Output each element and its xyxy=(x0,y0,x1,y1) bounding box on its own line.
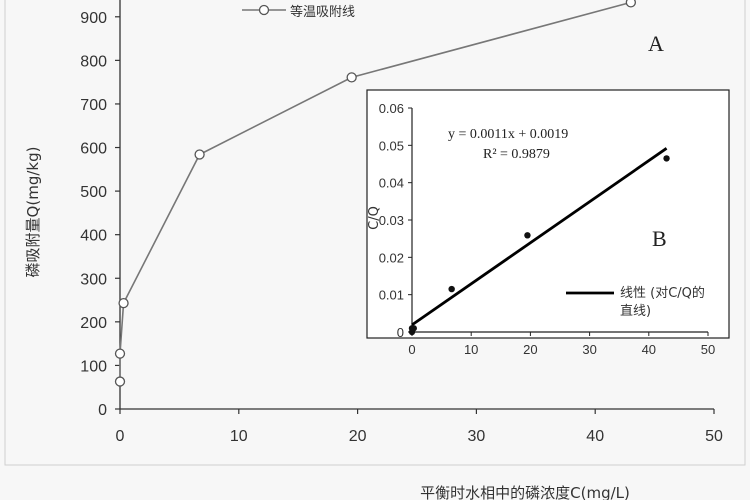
main-x-tick-label: 20 xyxy=(349,428,367,445)
main-x-tick-label: 10 xyxy=(230,428,248,445)
fit-equation: y = 0.0011x + 0.0019 xyxy=(448,127,568,142)
main-y-tick-label: 200 xyxy=(80,315,107,332)
main-y-tick-label: 100 xyxy=(80,358,107,375)
main-y-axis-title: 磷吸附量Q(mg/kg) xyxy=(24,147,42,278)
inset-y-tick-label: 0.01 xyxy=(379,288,404,303)
main-x-axis-title: 平衡时水相中的磷浓度C(mg/L) xyxy=(420,484,630,500)
inset-x-tick-label: 0 xyxy=(408,342,415,357)
inset-y-tick-label: 0.06 xyxy=(379,101,404,116)
main-legend-label: 等温吸附线 xyxy=(290,4,355,20)
fit-r-squared: R² = 0.9879 xyxy=(483,147,550,162)
main-y-tick-label: 500 xyxy=(80,184,107,201)
main-y-tick-label: 600 xyxy=(80,141,107,158)
panel-label-b: B xyxy=(652,226,667,251)
inset-x-tick-label: 50 xyxy=(701,342,715,357)
main-x-tick-label: 40 xyxy=(586,428,604,445)
inset-y-tick-label: 0.03 xyxy=(379,213,404,228)
main-x-tick-label: 30 xyxy=(468,428,486,445)
main-y-tick-label: 800 xyxy=(80,53,107,70)
main-data-point xyxy=(118,297,129,309)
inset-y-tick-label: 0.04 xyxy=(379,176,404,191)
inset-y-tick-label: 0 xyxy=(397,325,404,340)
main-y-tick-label: 700 xyxy=(80,97,107,114)
inset-data-point xyxy=(410,325,417,332)
inset-data-point xyxy=(524,232,531,239)
inset-y-tick-label: 0.05 xyxy=(379,138,404,153)
inset-x-tick-label: 40 xyxy=(642,342,656,357)
main-x-tick-label: 50 xyxy=(705,428,723,445)
inset-frame xyxy=(366,89,730,339)
main-y-tick-label: 0 xyxy=(98,402,107,419)
inset-legend-line2: 直线) xyxy=(620,304,651,319)
main-data-point xyxy=(114,348,126,359)
inset-x-tick-label: 10 xyxy=(464,342,478,357)
inset-y-axis-title: C/Q xyxy=(367,206,382,230)
main-data-point xyxy=(194,149,205,160)
inset-legend-line1: 线性 (对C/Q的 xyxy=(620,285,705,301)
main-legend-marker xyxy=(258,4,270,16)
inset-data-point xyxy=(448,285,455,293)
inset-data-point xyxy=(663,155,670,162)
panel-label-a: A xyxy=(648,31,664,56)
main-data-point xyxy=(346,72,357,83)
inset-y-tick-label: 0.02 xyxy=(379,250,404,265)
inset-x-tick-label: 30 xyxy=(582,342,596,357)
main-y-tick-label: 400 xyxy=(80,228,107,245)
main-y-tick-label: 900 xyxy=(80,10,107,27)
main-data-point xyxy=(114,376,126,387)
inset-x-tick-label: 20 xyxy=(523,342,537,357)
inset-chart: 0 0.01 0.02 0.03 0.04 0.05 0.06 0 10 20 30 40 50 xyxy=(379,101,716,357)
main-x-tick-label: 0 xyxy=(116,428,125,445)
inset-fit-line xyxy=(411,147,668,327)
main-data-point xyxy=(625,0,636,8)
main-y-tick-label: 300 xyxy=(80,271,107,288)
